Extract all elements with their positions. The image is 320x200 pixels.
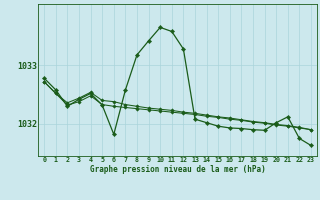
X-axis label: Graphe pression niveau de la mer (hPa): Graphe pression niveau de la mer (hPa) (90, 165, 266, 174)
